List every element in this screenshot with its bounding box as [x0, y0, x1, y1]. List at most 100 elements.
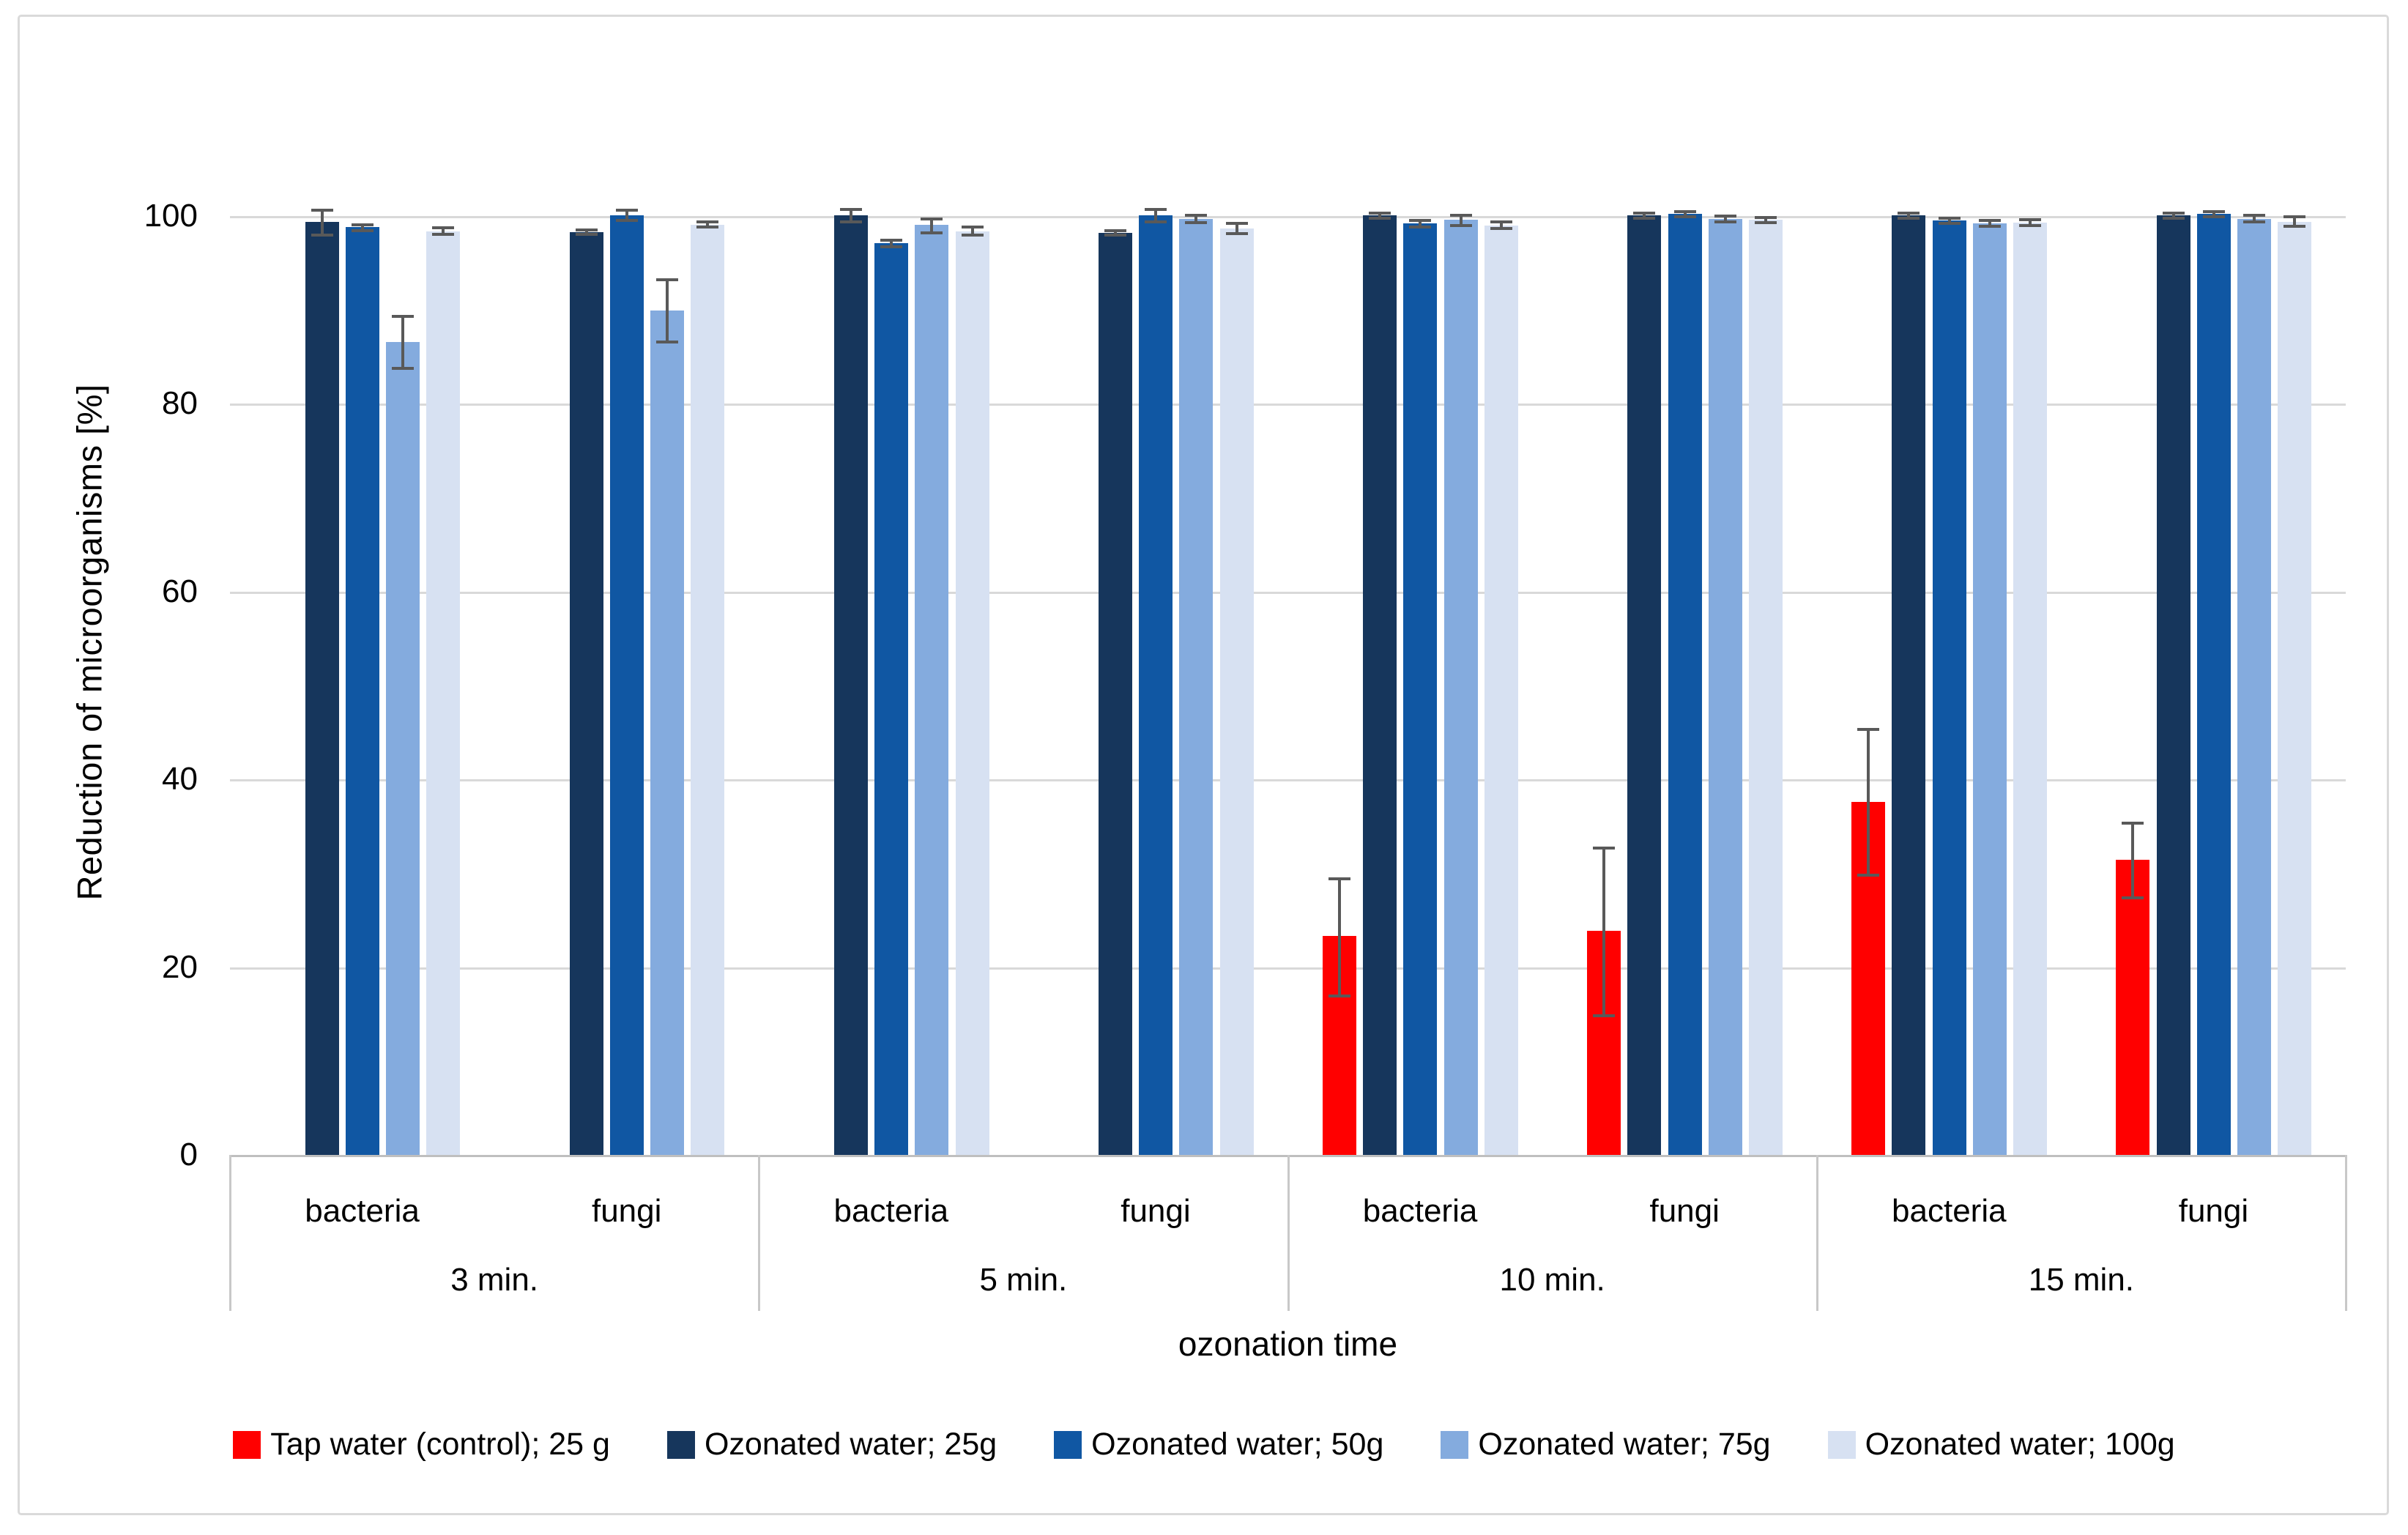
group-label: 5 min. [979, 1262, 1068, 1298]
y-tick-label: 100 [144, 198, 198, 234]
error-bar-line [625, 209, 629, 220]
x-axis-title: ozonation time [1178, 1325, 1398, 1363]
error-bar-cap-top [392, 315, 415, 319]
error-bar-line [1907, 212, 1911, 218]
error-bar-line [1459, 215, 1463, 226]
subcategory-label: bacteria [305, 1193, 420, 1229]
error-bar-cap-bottom [1857, 873, 1880, 877]
bar [1363, 215, 1397, 1155]
bar [1139, 215, 1173, 1155]
bar [955, 231, 989, 1155]
bar [1179, 218, 1214, 1155]
error-bar-line [1764, 217, 1767, 223]
error-bar-cap-bottom [1104, 234, 1127, 237]
error-bar-line [2029, 220, 2032, 226]
error-bar-cap-top [1369, 211, 1391, 215]
legend-label: Ozonated water; 75g [1478, 1427, 1771, 1462]
bar [1443, 220, 1478, 1155]
bar [691, 224, 725, 1155]
error-bar-line [360, 224, 364, 231]
bar [2013, 222, 2048, 1155]
error-bar-line [930, 218, 934, 234]
error-bar-cap-bottom [1449, 223, 1472, 227]
bar [1708, 218, 1742, 1155]
error-bar-cap-bottom [575, 232, 598, 236]
bar [569, 231, 603, 1155]
bar [305, 221, 339, 1155]
bar [610, 215, 644, 1155]
legend-swatch [1054, 1430, 1082, 1459]
gridline [230, 216, 2346, 218]
error-bar-cap-top [2283, 215, 2306, 219]
error-bar-cap-top [656, 278, 679, 282]
error-bar-cap-bottom [921, 231, 943, 235]
subcategory-label: bacteria [833, 1193, 949, 1229]
error-bar-cap-bottom [961, 234, 984, 237]
error-bar-cap-bottom [392, 366, 415, 370]
gridline [230, 591, 2346, 594]
legend-label: Ozonated water; 25g [704, 1427, 997, 1462]
bar [2116, 860, 2150, 1155]
error-bar-cap-bottom [1898, 216, 1920, 220]
error-bar-cap-bottom [1185, 220, 1208, 224]
error-bar-cap-top [2162, 211, 2185, 215]
error-bar-cap-bottom [1225, 231, 1248, 235]
error-bar-cap-bottom [1490, 227, 1512, 231]
y-tick-label: 0 [179, 1137, 198, 1172]
group-label: 10 min. [1499, 1262, 1605, 1298]
error-bar-cap-top [575, 228, 598, 231]
error-bar-line [1683, 212, 1687, 218]
error-bar-cap-bottom [696, 226, 719, 229]
legend-swatch [1441, 1430, 1469, 1459]
error-bar-cap-top [1898, 211, 1920, 215]
error-bar-line [442, 228, 445, 234]
error-bar-line [2293, 217, 2297, 227]
error-bar-line [1194, 215, 1198, 223]
category-divider [1287, 1155, 1290, 1311]
bar [1627, 215, 1662, 1155]
error-bar-line [706, 222, 710, 228]
error-bar-cap-bottom [1938, 222, 1961, 226]
group-label: 15 min. [2028, 1262, 2135, 1298]
bar [1748, 220, 1783, 1155]
legend-label: Ozonated water; 50g [1091, 1427, 1384, 1462]
bar [2278, 221, 2312, 1155]
category-divider [758, 1155, 761, 1311]
error-bar-cap-top [616, 208, 639, 212]
error-bar-cap-top [921, 217, 943, 220]
error-bar-cap-bottom [839, 220, 862, 223]
error-bar-cap-top [1409, 219, 1432, 223]
error-bar-cap-bottom [432, 232, 455, 236]
error-bar-cap-bottom [1633, 216, 1656, 220]
bar [874, 243, 909, 1155]
error-bar-cap-bottom [1593, 1014, 1616, 1018]
legend-swatch [666, 1430, 695, 1459]
error-bar-cap-bottom [1329, 995, 1350, 998]
gridline [230, 779, 2346, 782]
error-bar-line [2212, 212, 2215, 218]
error-bar-cap-top [1449, 213, 1472, 217]
subcategory-label: fungi [1649, 1193, 1720, 1229]
error-bar-cap-bottom [656, 340, 679, 343]
error-bar-cap-bottom [1409, 225, 1432, 228]
error-bar-line [1499, 222, 1503, 229]
error-bar-cap-top [1633, 211, 1656, 215]
error-bar-cap-bottom [1369, 216, 1391, 220]
bar [915, 224, 949, 1155]
bar [650, 311, 685, 1155]
error-bar-cap-top [2019, 218, 2042, 222]
error-bar-line [890, 239, 893, 247]
error-bar-cap-bottom [2162, 216, 2185, 220]
error-bar-cap-bottom [2202, 215, 2225, 219]
y-tick-label: 20 [162, 948, 198, 985]
error-bar-cap-top [1978, 219, 2001, 223]
legend: Tap water (control); 25 g Ozonated water;… [0, 1427, 2408, 1462]
bar [1972, 223, 2007, 1155]
category-divider [1816, 1155, 1818, 1311]
legend-item: Ozonated water; 75g [1441, 1427, 1771, 1462]
legend-swatch [1827, 1430, 1856, 1459]
error-bar-cap-bottom [351, 228, 374, 232]
error-bar-cap-bottom [1978, 225, 2001, 228]
y-axis-title: Reduction of microorganisms [%] [70, 384, 109, 901]
